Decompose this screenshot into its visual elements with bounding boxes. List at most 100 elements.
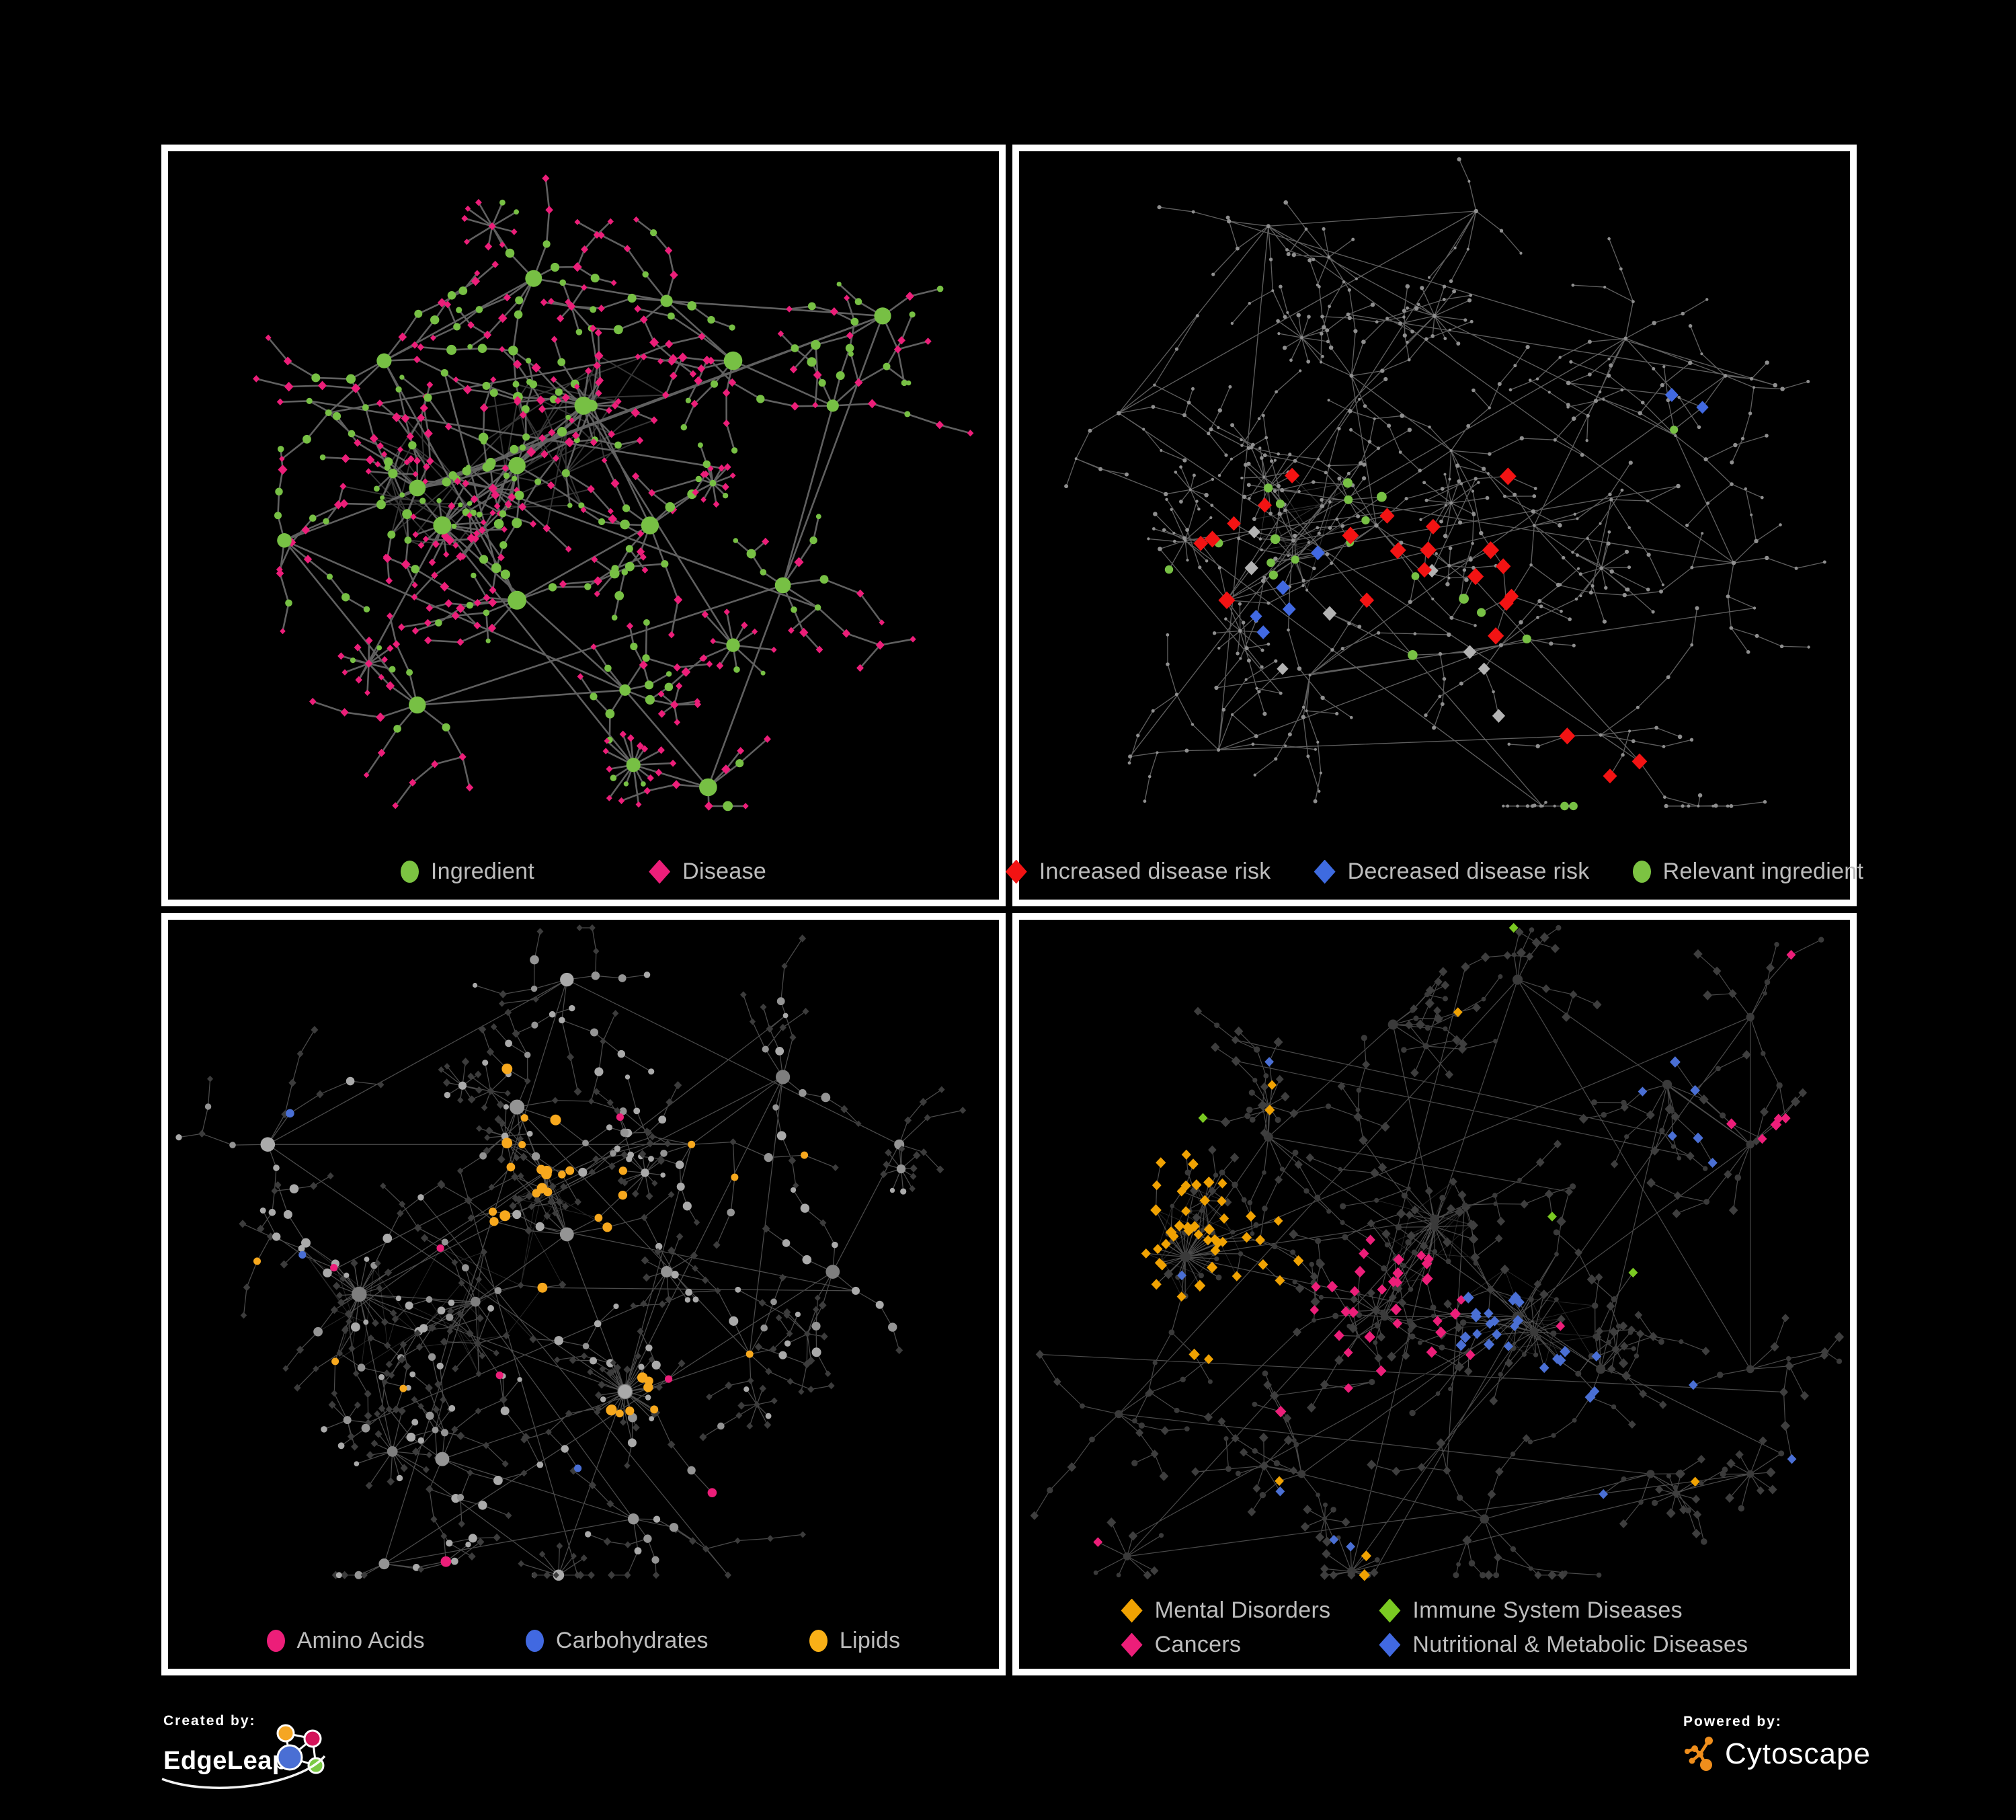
network-node bbox=[788, 627, 795, 634]
network-node bbox=[779, 1023, 787, 1031]
network-node bbox=[614, 325, 623, 335]
network-node bbox=[1765, 555, 1769, 561]
network-node bbox=[1424, 713, 1428, 717]
network-node bbox=[699, 1433, 707, 1441]
network-node bbox=[417, 1194, 424, 1201]
network-node bbox=[786, 305, 793, 313]
network-node bbox=[1746, 1470, 1755, 1478]
network-node bbox=[1646, 1178, 1656, 1188]
network-node bbox=[1439, 1195, 1446, 1201]
network-node bbox=[704, 801, 713, 811]
network-node bbox=[782, 1239, 791, 1247]
network-node bbox=[791, 1187, 797, 1193]
network-node bbox=[938, 1086, 945, 1093]
network-node bbox=[1136, 734, 1140, 738]
network-node bbox=[1209, 1234, 1220, 1245]
network-node bbox=[411, 1448, 420, 1456]
network-node bbox=[606, 1404, 617, 1416]
network-node bbox=[581, 245, 589, 253]
network-node bbox=[553, 454, 560, 462]
network-node bbox=[366, 1451, 374, 1460]
network-node bbox=[296, 1050, 304, 1058]
network-node bbox=[1646, 588, 1650, 592]
legend-item-relevant-ingredient: Relevant ingredient bbox=[1632, 859, 1864, 885]
network-node bbox=[1320, 1570, 1330, 1580]
network-node bbox=[444, 422, 452, 431]
network-edges bbox=[178, 927, 963, 1576]
network-node bbox=[893, 345, 902, 354]
network-node bbox=[1486, 1285, 1495, 1294]
network-node bbox=[488, 1208, 497, 1216]
network-node bbox=[1115, 1410, 1123, 1419]
network-node bbox=[606, 765, 613, 773]
network-node bbox=[1172, 531, 1176, 535]
network-node bbox=[1330, 648, 1334, 652]
network-node bbox=[520, 1114, 528, 1122]
network-node bbox=[1198, 565, 1202, 569]
network-node bbox=[1402, 1351, 1410, 1360]
network-node bbox=[1430, 334, 1435, 338]
edgeleap-wordmark: EdgeLeap bbox=[163, 1747, 288, 1775]
network-node bbox=[1211, 477, 1215, 481]
network-node bbox=[1623, 594, 1627, 598]
network-node bbox=[904, 1116, 912, 1125]
network-node bbox=[1322, 606, 1337, 621]
network-node bbox=[499, 1395, 508, 1404]
network-node bbox=[1625, 588, 1629, 592]
network-node bbox=[1275, 1405, 1287, 1418]
network-node bbox=[1320, 315, 1324, 319]
network-node bbox=[1608, 492, 1612, 496]
network-node bbox=[910, 1164, 918, 1173]
network-node bbox=[1293, 459, 1297, 463]
network-node bbox=[1349, 373, 1354, 378]
network-node bbox=[376, 712, 385, 722]
network-node bbox=[1297, 489, 1301, 493]
network-node bbox=[1258, 498, 1272, 513]
network-node bbox=[590, 274, 600, 283]
network-node bbox=[743, 1386, 750, 1392]
network-node bbox=[1575, 1370, 1582, 1377]
network-node bbox=[1150, 1450, 1159, 1458]
network-node bbox=[428, 558, 436, 566]
network-node bbox=[668, 1247, 676, 1255]
network-node bbox=[551, 262, 560, 272]
network-node bbox=[1322, 227, 1326, 231]
network-node bbox=[327, 573, 333, 580]
network-node bbox=[824, 1370, 832, 1378]
network-node bbox=[1362, 476, 1367, 481]
network-node bbox=[1424, 337, 1428, 341]
network-node bbox=[804, 1330, 811, 1338]
network-node bbox=[409, 479, 426, 497]
network-node bbox=[468, 1534, 477, 1543]
network-node bbox=[1487, 1489, 1496, 1499]
network-node bbox=[680, 424, 687, 431]
network-node bbox=[1359, 1248, 1369, 1259]
network-node bbox=[1373, 1340, 1378, 1345]
network-node bbox=[1652, 321, 1656, 325]
network-node bbox=[1404, 497, 1408, 501]
network-node bbox=[458, 1081, 467, 1090]
network-node bbox=[1569, 801, 1578, 811]
network-node bbox=[1174, 1407, 1180, 1413]
network-node bbox=[1199, 1208, 1205, 1214]
network-node bbox=[498, 313, 508, 323]
network-node bbox=[1658, 1400, 1667, 1409]
network-node bbox=[392, 802, 399, 809]
network-node bbox=[1128, 754, 1133, 759]
network-node bbox=[1628, 729, 1631, 733]
network-node bbox=[1291, 1437, 1297, 1443]
network-node bbox=[1197, 507, 1201, 511]
network-node bbox=[1690, 643, 1694, 647]
network-node bbox=[1399, 541, 1404, 545]
network-node bbox=[1566, 403, 1570, 407]
network-node bbox=[1781, 1314, 1789, 1322]
network-node bbox=[510, 1099, 525, 1115]
network-node bbox=[1275, 390, 1278, 394]
network-node bbox=[1334, 1330, 1344, 1341]
network-node bbox=[1274, 757, 1278, 761]
network-node bbox=[1599, 733, 1603, 737]
network-node bbox=[578, 502, 585, 509]
network-node bbox=[1619, 267, 1623, 271]
network-node bbox=[424, 619, 432, 627]
network-node bbox=[448, 1404, 456, 1412]
